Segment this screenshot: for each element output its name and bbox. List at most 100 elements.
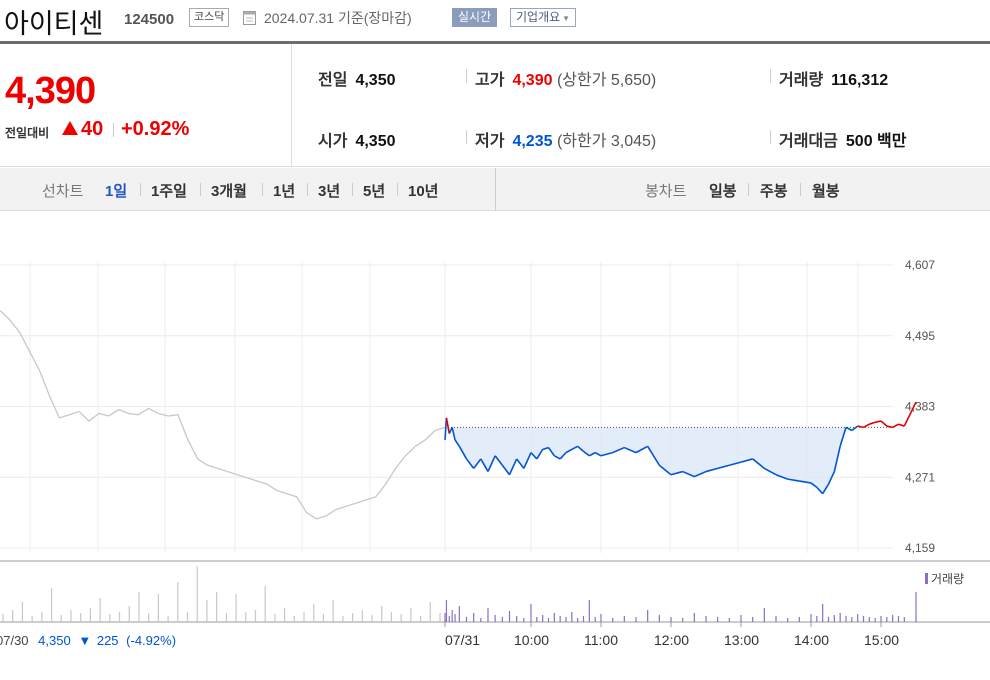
stock-name: 아이티센	[4, 9, 104, 39]
divider	[466, 69, 467, 83]
low-price: 저가 4,235 (하한가 3,045)	[475, 127, 656, 151]
tab-group-divider	[495, 168, 496, 211]
low-value: 4,235	[512, 133, 553, 150]
x-tick-label: 14:00	[794, 632, 829, 648]
today-series-segment	[857, 425, 864, 429]
today-series-segment	[740, 458, 753, 463]
tab-1d[interactable]: 1일	[105, 183, 128, 200]
tab-separator	[397, 183, 398, 196]
volume: 거래량 116,312	[779, 66, 888, 90]
tab-daily-candle[interactable]: 일봉	[709, 183, 737, 200]
today-series-segment	[646, 445, 661, 466]
today-series-segment	[869, 421, 876, 425]
today-series-segment	[612, 446, 625, 454]
today-series-segment	[445, 417, 451, 434]
today-series-segment	[833, 446, 841, 472]
high-value: 4,390	[512, 72, 553, 89]
tab-separator	[307, 183, 308, 196]
tab-3y[interactable]: 3년	[318, 183, 341, 200]
today-series-segment	[903, 401, 917, 427]
upper-limit: (상한가 5,650)	[556, 72, 657, 89]
today-series-segment	[454, 439, 460, 447]
today-series-segment	[874, 420, 882, 424]
title-bar: 아이티센 124500 코스닥 2024.07.31 기준(장마감) 실시간 기…	[0, 0, 990, 42]
today-series-segment	[810, 482, 818, 488]
change-label: 전일대비	[5, 126, 50, 140]
today-series-segment	[553, 455, 561, 460]
today-series-segment	[588, 451, 596, 457]
today-series-segment	[559, 452, 567, 460]
today-series-segment	[577, 445, 585, 452]
today-series-segment	[682, 470, 695, 478]
turnover-value: 500 백만	[845, 133, 907, 150]
prev-close-label: 전일	[318, 72, 348, 89]
realtime-button[interactable]: 실시간	[452, 8, 498, 27]
prev-close: 전일 4,350	[318, 66, 396, 90]
tab-separator	[262, 183, 263, 196]
divider	[770, 69, 771, 83]
price-chart: 4,607 4,495 4,383 4,271 4,159 거래량 07/31 10:00…	[0, 258, 990, 648]
open-price: 시가 4,350	[318, 127, 396, 151]
today-series-segment	[880, 420, 888, 427]
y-tick-label: 4,159	[905, 541, 935, 555]
change-value: 40	[81, 118, 104, 140]
market-badge: 코스닥	[189, 8, 230, 27]
today-series-segment	[845, 426, 853, 432]
today-series-segment	[863, 423, 870, 429]
tab-10y[interactable]: 10년	[408, 183, 439, 200]
x-tick-label: 10:00	[514, 632, 549, 648]
calendar-icon	[243, 11, 256, 25]
today-series-segment	[444, 417, 448, 441]
low-label: 저가	[475, 133, 505, 150]
today-series-segment	[508, 458, 518, 476]
x-tick-label: 12:00	[654, 632, 689, 648]
tab-weekly-candle[interactable]: 주봉	[760, 183, 788, 200]
today-series-segment	[775, 473, 788, 480]
today-series-segment	[600, 451, 613, 457]
tab-3m[interactable]: 3개월	[211, 183, 247, 200]
chevron-down-icon: ▼	[562, 14, 571, 23]
today-series-segment	[624, 446, 637, 454]
down-arrow-icon: ▼	[78, 633, 91, 648]
today-series-segment	[898, 423, 905, 427]
turnover: 거래대금 500 백만	[779, 127, 906, 151]
volume-value: 116,312	[831, 72, 889, 89]
today-series-segment	[839, 427, 847, 447]
today-series-segment	[494, 455, 503, 466]
today-series-segment	[523, 452, 532, 469]
prev-day-price: 4,350	[38, 633, 71, 648]
today-series-segment	[892, 423, 899, 429]
today-series-segment	[465, 458, 475, 469]
tab-monthly-candle[interactable]: 월봉	[812, 183, 840, 200]
today-series-segment	[594, 451, 602, 457]
today-series-segment	[670, 470, 683, 476]
current-price-box: 4,390 전일대비 40 +0.92%	[0, 44, 292, 167]
volume-legend-label: 거래량	[931, 572, 964, 586]
tab-1y[interactable]: 1년	[273, 183, 296, 200]
y-tick-label: 4,383	[905, 400, 935, 414]
today-series-segment	[694, 470, 707, 478]
tab-1w[interactable]: 1주일	[151, 183, 187, 200]
today-series-segment	[851, 425, 859, 432]
today-series-segment	[816, 486, 824, 495]
prev-day-change: 225	[97, 633, 119, 648]
company-info-button[interactable]: 기업개요 ▼	[510, 8, 577, 27]
today-series-segment	[571, 445, 579, 451]
x-tick-label: 07/31	[445, 632, 480, 648]
header-divider	[0, 41, 990, 44]
today-series-segment	[451, 427, 456, 441]
divider	[770, 130, 771, 144]
today-series-segment	[705, 467, 718, 473]
turnover-label: 거래대금	[779, 133, 838, 150]
today-series-segment	[487, 455, 496, 472]
line-chart-label: 선차트	[42, 183, 84, 200]
price-summary: 4,390 전일대비 40 +0.92% 전일 4,350 고가 4,390 (상한…	[0, 44, 990, 167]
volume-legend-swatch	[925, 573, 928, 584]
candle-chart-label: 봉차트	[645, 183, 687, 200]
today-series-segment	[799, 480, 812, 484]
today-series-segment	[536, 449, 544, 460]
x-tick-label: 13:00	[724, 632, 759, 648]
tab-5y[interactable]: 5년	[363, 183, 386, 200]
today-series-segment	[480, 458, 489, 472]
open-label: 시가	[318, 133, 348, 150]
